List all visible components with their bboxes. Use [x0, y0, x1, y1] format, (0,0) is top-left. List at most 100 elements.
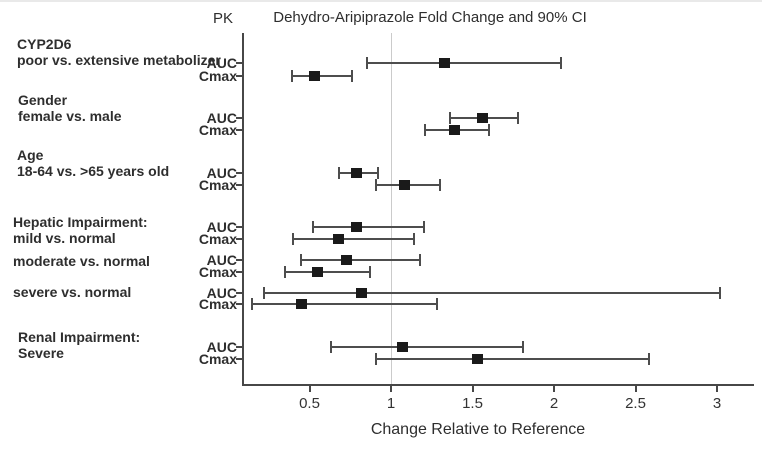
ci-cap-low: [284, 266, 287, 278]
y-row-tick: [236, 346, 242, 348]
group-label: moderate vs. normal: [13, 253, 150, 269]
error-bar-line: [330, 346, 524, 348]
group-label: severe vs. normal: [13, 284, 131, 300]
ci-cap-low: [329, 341, 332, 353]
pk-row-label: Cmax: [198, 264, 237, 280]
y-row-tick: [236, 292, 242, 294]
ci-cap-low: [375, 353, 378, 365]
error-bar-line: [376, 358, 649, 360]
ci-cap-high: [522, 341, 525, 353]
pk-row-label: AUC: [206, 55, 237, 71]
x-tick: [390, 386, 392, 392]
y-row-tick: [236, 226, 242, 228]
ci-cap-low: [292, 233, 295, 245]
ci-cap-low: [337, 167, 340, 179]
ci-cap-high: [517, 112, 520, 124]
point-marker: [351, 168, 363, 178]
x-tick: [308, 386, 311, 392]
error-bar-line: [252, 303, 437, 305]
y-row-tick: [236, 271, 242, 273]
error-bar-line: [293, 238, 414, 240]
y-row-tick: [236, 75, 242, 77]
x-tick: [716, 386, 718, 392]
ci-cap-high: [412, 233, 415, 245]
y-row-tick: [236, 117, 242, 119]
group-label-line: Gender: [18, 92, 68, 108]
error-bar-line: [263, 292, 721, 294]
point-marker: [341, 255, 353, 265]
y-row-tick: [236, 129, 242, 131]
group-label-line: mild vs. normal: [13, 230, 116, 246]
y-row-tick: [236, 303, 242, 305]
pk-row-label: Cmax: [198, 177, 237, 193]
error-bar-line: [291, 75, 352, 77]
x-tick-label: 2: [549, 395, 559, 412]
pk-row-label: Cmax: [198, 68, 237, 84]
ci-cap-low: [251, 298, 254, 310]
ci-cap-high: [350, 70, 353, 82]
pk-row-label: Cmax: [198, 231, 237, 247]
group-label-line: female vs. male: [18, 108, 122, 124]
point-marker: [356, 288, 368, 298]
ci-cap-high: [368, 266, 371, 278]
group-label: Gender female vs. male: [18, 92, 122, 124]
group-label-line: poor vs. extensive metabolizer: [17, 52, 221, 68]
group-label: Hepatic Impairment: mild vs. normal: [13, 214, 148, 246]
pk-column-header: PK: [212, 10, 233, 27]
point-marker: [471, 354, 483, 364]
x-tick: [471, 386, 474, 392]
ci-cap-high: [435, 298, 438, 310]
y-row-tick: [236, 62, 242, 64]
pk-row-label: Cmax: [198, 296, 237, 312]
ci-cap-high: [438, 179, 441, 191]
x-tick-label: 0.5: [299, 395, 320, 412]
x-tick-label: 3: [712, 395, 722, 412]
y-row-tick: [236, 184, 242, 186]
pk-row-label: AUC: [206, 339, 237, 355]
point-marker: [476, 113, 488, 123]
group-label-line: severe vs. normal: [13, 284, 132, 300]
ci-cap-high: [647, 353, 650, 365]
ci-cap-high: [559, 57, 562, 69]
group-label-line: CYP2D6: [17, 36, 72, 52]
y-row-tick: [236, 259, 242, 261]
point-marker: [312, 267, 324, 277]
ci-cap-high: [422, 221, 425, 233]
group-label-line: 18-64 vs. >65 years old: [17, 163, 170, 179]
point-marker: [396, 342, 408, 352]
reference-line: [391, 33, 392, 385]
ci-cap-low: [262, 287, 265, 299]
ci-cap-low: [300, 254, 303, 266]
x-tick-label: 1.5: [462, 395, 483, 412]
pk-row-label: AUC: [206, 285, 237, 301]
ci-cap-high: [487, 124, 490, 136]
pk-row-label: Cmax: [198, 351, 237, 367]
ci-cap-low: [311, 221, 314, 233]
x-axis: [242, 384, 754, 386]
y-row-tick: [236, 172, 242, 174]
pk-row-label: AUC: [206, 219, 237, 235]
ci-cap-high: [719, 287, 722, 299]
ci-cap-high: [376, 167, 379, 179]
x-tick-label: 2.5: [625, 395, 646, 412]
group-label-line: Hepatic Impairment:: [13, 214, 148, 230]
x-tick: [553, 386, 555, 392]
ci-cap-high: [419, 254, 422, 266]
error-bar-line: [301, 259, 421, 261]
group-label-line: Renal Impairment:: [18, 329, 141, 345]
error-bar-line: [312, 226, 424, 228]
group-label: Renal Impairment: Severe: [18, 329, 140, 361]
group-label: CYP2D6 poor vs. extensive metabolizer: [17, 36, 221, 68]
point-marker: [351, 222, 363, 232]
group-label-line: moderate vs. normal: [13, 253, 150, 269]
pk-row-label: AUC: [206, 110, 237, 126]
y-row-tick: [236, 358, 242, 360]
point-marker: [308, 71, 320, 81]
ci-cap-low: [424, 124, 427, 136]
pk-row-label: Cmax: [198, 122, 237, 138]
ci-cap-low: [375, 179, 378, 191]
ci-cap-low: [448, 112, 451, 124]
ci-cap-low: [290, 70, 293, 82]
point-marker: [449, 125, 461, 135]
